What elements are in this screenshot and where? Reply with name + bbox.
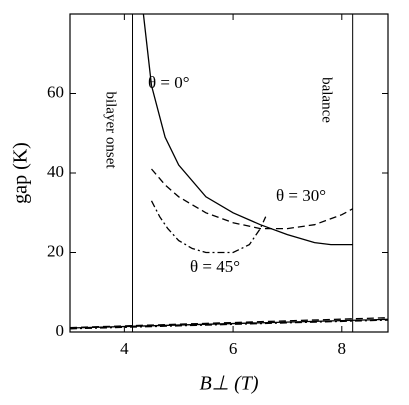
- y-tick-label: 20: [47, 241, 64, 260]
- y-tick-label: 40: [47, 162, 64, 181]
- data-line: [150, 200, 267, 254]
- data-line: [151, 168, 354, 230]
- data-line: [142, 14, 353, 246]
- annotation: θ = 30°: [276, 186, 326, 205]
- reference-label: bilayer onset: [103, 91, 119, 169]
- data-line: [70, 319, 388, 330]
- data-line: [70, 318, 388, 329]
- annotation: θ = 45°: [190, 257, 240, 276]
- x-tick-label: 6: [229, 339, 238, 358]
- x-tick-label: 4: [120, 339, 129, 358]
- y-tick-label: 60: [47, 82, 64, 101]
- plot-frame: [69, 13, 389, 333]
- y-tick-label: 0: [56, 321, 65, 340]
- x-axis-label: B⊥ (T): [199, 373, 258, 395]
- annotation: θ = 0°: [148, 73, 190, 92]
- x-tick-label: 8: [338, 339, 347, 358]
- y-axis-label: gap (K): [10, 142, 32, 204]
- reference-label: balance: [319, 77, 335, 123]
- data-line: [70, 317, 388, 329]
